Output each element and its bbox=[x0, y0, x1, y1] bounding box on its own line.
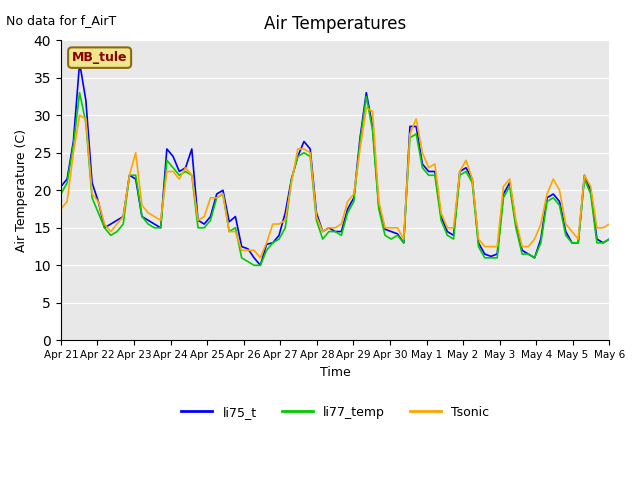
Line: li77_temp: li77_temp bbox=[61, 93, 609, 265]
li77_temp bbox=[120, 221, 127, 227]
li77_temp bbox=[132, 172, 140, 178]
Text: MB_tule: MB_tule bbox=[72, 51, 127, 64]
Legend: li75_t, li77_temp, Tsonic: li75_t, li77_temp, Tsonic bbox=[176, 401, 494, 424]
Tsonic bbox=[125, 172, 133, 178]
li75_t bbox=[76, 60, 83, 65]
li75_t bbox=[605, 236, 613, 242]
li75_t bbox=[120, 214, 127, 219]
Y-axis label: Air Temperature (C): Air Temperature (C) bbox=[15, 129, 28, 252]
Line: li75_t: li75_t bbox=[61, 62, 609, 265]
Tsonic bbox=[169, 168, 177, 174]
li75_t bbox=[57, 184, 65, 190]
Title: Air Temperatures: Air Temperatures bbox=[264, 15, 406, 33]
X-axis label: Time: Time bbox=[320, 366, 351, 379]
Tsonic bbox=[57, 206, 65, 212]
li77_temp bbox=[350, 199, 358, 204]
li77_temp bbox=[175, 172, 183, 178]
li77_temp bbox=[57, 191, 65, 197]
Tsonic bbox=[275, 221, 283, 227]
Text: No data for f_AirT: No data for f_AirT bbox=[6, 14, 116, 27]
li77_temp bbox=[250, 263, 258, 268]
li75_t bbox=[175, 168, 183, 174]
li75_t bbox=[257, 263, 264, 268]
Tsonic bbox=[556, 187, 563, 193]
li77_temp bbox=[605, 236, 613, 242]
Tsonic bbox=[605, 221, 613, 227]
li75_t bbox=[350, 195, 358, 201]
li75_t bbox=[556, 199, 563, 204]
li75_t bbox=[282, 210, 289, 216]
li77_temp bbox=[282, 225, 289, 231]
Line: Tsonic: Tsonic bbox=[61, 108, 609, 258]
li75_t bbox=[132, 176, 140, 182]
Tsonic bbox=[257, 255, 264, 261]
li77_temp bbox=[76, 90, 83, 96]
Tsonic bbox=[362, 105, 370, 110]
Tsonic bbox=[113, 221, 121, 227]
Tsonic bbox=[344, 199, 351, 204]
li77_temp bbox=[556, 203, 563, 208]
